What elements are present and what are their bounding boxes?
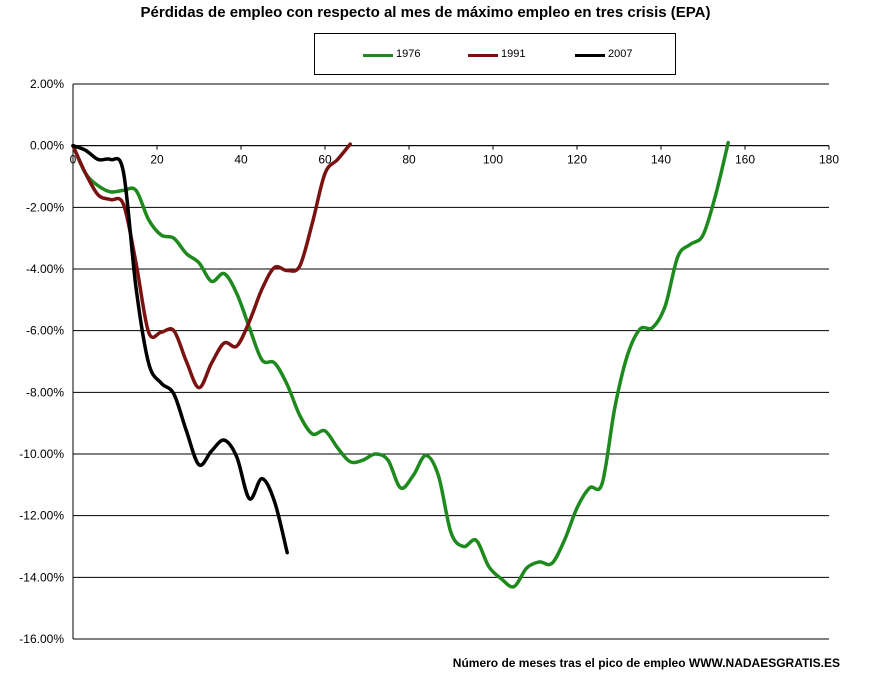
x-tick-label: 160: [735, 153, 755, 167]
x-tick-label: 180: [819, 153, 839, 167]
y-tick-label: -12.00%: [19, 509, 64, 523]
y-tick-label: -10.00%: [19, 447, 64, 461]
x-tick-label: 80: [402, 153, 416, 167]
y-tick-label: -4.00%: [26, 262, 64, 276]
x-tick-label: 100: [483, 153, 503, 167]
legend-label-1976: 1976: [396, 48, 421, 60]
x-tick-label: 140: [651, 153, 671, 167]
y-tick-label: 2.00%: [30, 77, 64, 91]
y-tick-label: -2.00%: [26, 200, 64, 214]
legend: 1976 1991 2007: [314, 33, 676, 75]
series-line-1991: [71, 142, 352, 390]
x-tick-label: 0: [70, 153, 77, 167]
chart-title: Pérdidas de empleo con respecto al mes d…: [140, 4, 711, 21]
x-tick-label: 40: [234, 153, 248, 167]
y-tick-label: 0.00%: [30, 139, 64, 153]
y-tick-label: -6.00%: [26, 324, 64, 338]
x-tick-label: 60: [318, 153, 332, 167]
legend-swatch-1991: [468, 54, 498, 57]
legend-swatch-1976: [363, 54, 393, 57]
y-tick-label: -8.00%: [26, 385, 64, 399]
legend-label-1991: 1991: [501, 48, 526, 60]
series-line-2007: [71, 143, 289, 555]
legend-swatch-2007: [575, 54, 605, 57]
x-tick-label: 20: [150, 153, 164, 167]
x-axis-label: Número de meses tras el pico de empleo W…: [452, 656, 840, 670]
series-line-1976: [71, 140, 730, 589]
y-tick-label: -14.00%: [19, 570, 64, 584]
legend-label-2007: 2007: [608, 48, 633, 60]
x-tick-label: 120: [567, 153, 587, 167]
y-tick-label: -16.00%: [19, 632, 64, 646]
